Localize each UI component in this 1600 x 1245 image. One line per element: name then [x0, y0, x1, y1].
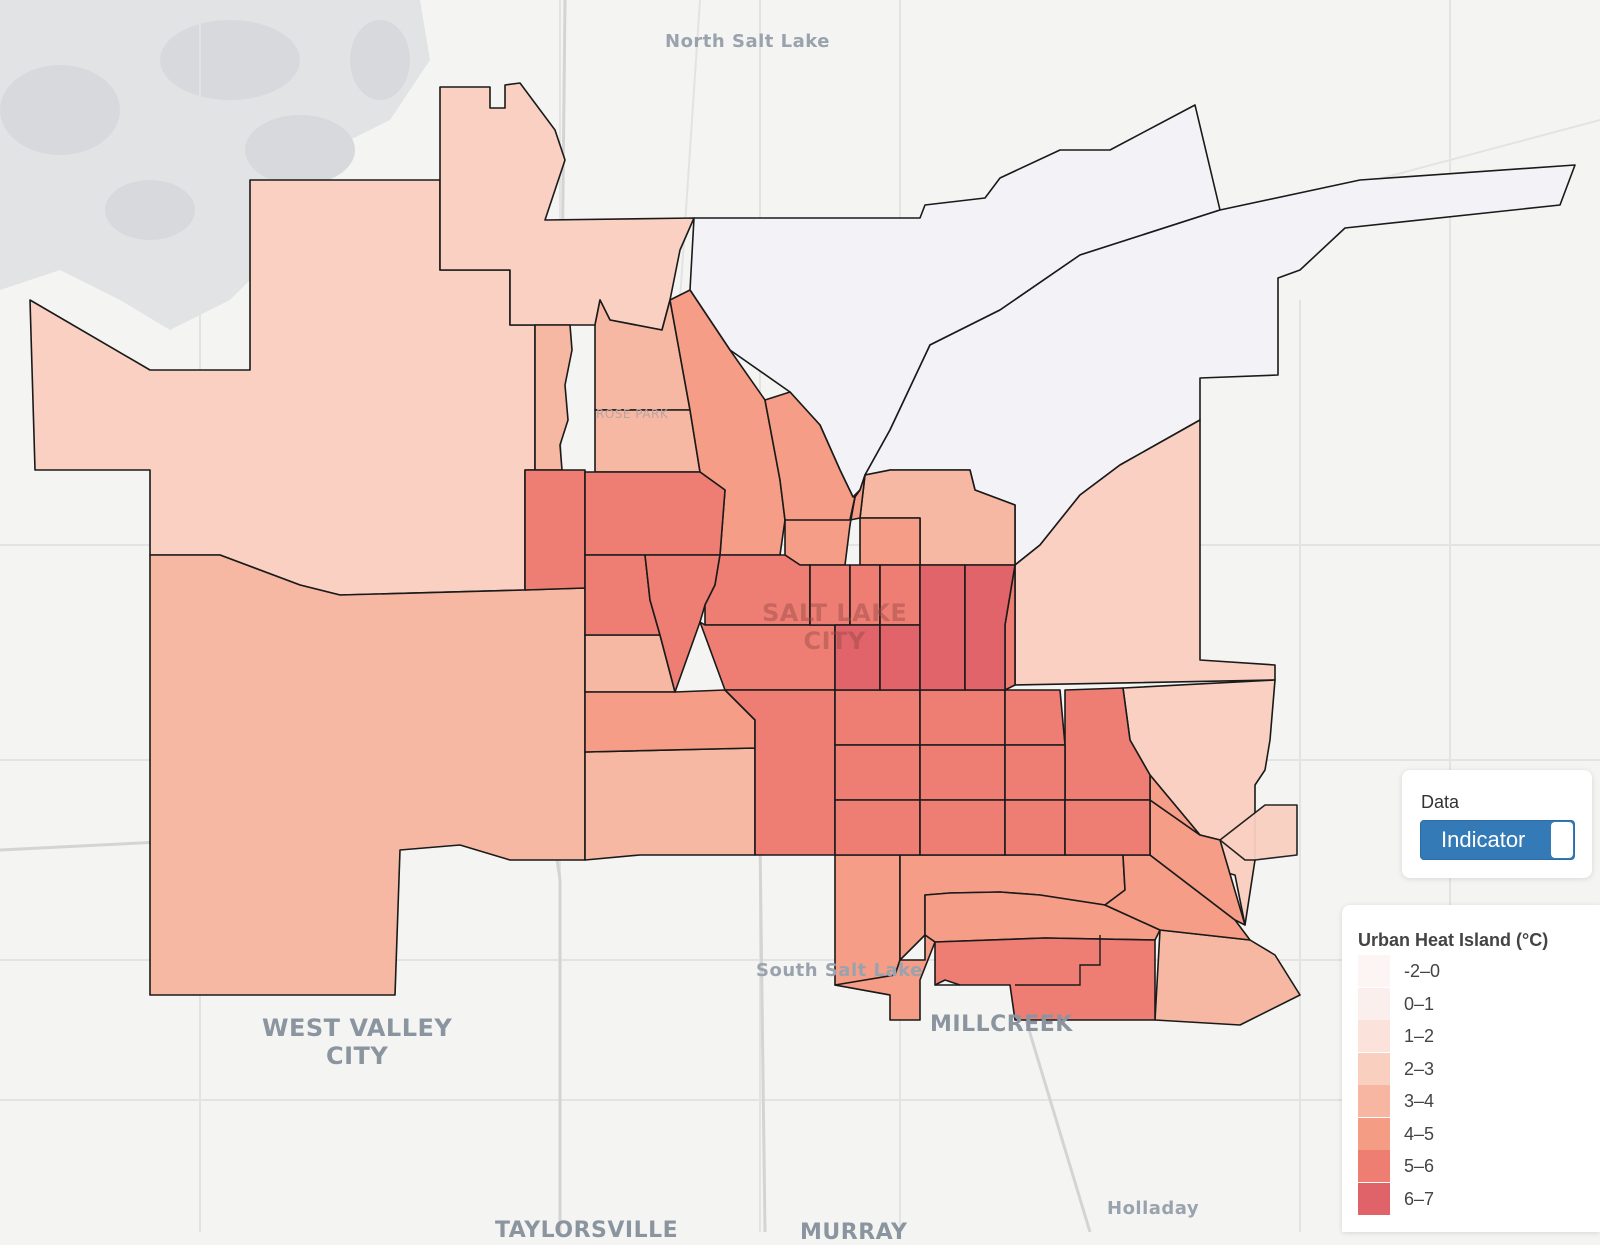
place-west-valley-line2: CITY: [325, 1041, 389, 1070]
legend-item: 0–1: [1358, 987, 1558, 1020]
legend-label: 4–5: [1404, 1123, 1435, 1144]
tract-central-9th: [919, 689, 1006, 746]
tract-liberty-ne: [1004, 799, 1066, 856]
legend-swatch: [1358, 1020, 1390, 1052]
legend-item: 6–7: [1358, 1182, 1558, 1215]
tract-central-city-d: [964, 564, 1016, 691]
tract-north-industrial: [439, 82, 695, 331]
tract-boundaries-extra: [935, 935, 1101, 986]
tract-central-city-c: [919, 564, 966, 691]
legend-swatch: [1358, 955, 1390, 987]
legend-item: 5–6: [1358, 1150, 1558, 1182]
tract-jordan-meadows: [524, 469, 586, 591]
legend-label: 1–2: [1404, 1026, 1435, 1046]
legend-label: 5–6: [1404, 1156, 1435, 1176]
legend-label: -2–0: [1404, 961, 1441, 981]
tract-9th-9th-n: [919, 744, 1006, 801]
tract-9th-9th-e: [1004, 744, 1066, 801]
place-murray: MURRAY: [800, 1220, 908, 1245]
place-rose-park: ROSE PARK: [596, 407, 669, 421]
tract-fairpark-west: [584, 689, 756, 753]
place-salt-lake-city-line1: SALT LAKE: [762, 599, 908, 627]
legend-swatch: [1358, 1117, 1390, 1150]
legend-swatch: [1358, 1182, 1390, 1215]
legend-label: 3–4: [1404, 1091, 1435, 1111]
tract-rose-park-south: [584, 471, 726, 556]
toggle-knob[interactable]: [1551, 822, 1573, 858]
tract-central-city-s: [834, 689, 921, 746]
legend-item: 1–2: [1358, 1020, 1558, 1052]
data-control-panel: Data Indicator: [1402, 770, 1592, 878]
tract-glendale-south: [584, 747, 756, 861]
tract-layer: [29, 82, 1576, 1026]
tract-ballpark-s: [834, 744, 921, 801]
data-control-title: Data: [1421, 792, 1460, 812]
place-north-salt-lake: North Salt Lake: [665, 31, 830, 52]
indicator-toggle-label: Indicator: [1441, 827, 1526, 852]
place-millcreek: MILLCREEK: [930, 1012, 1073, 1037]
tract-ballpark-s2: [834, 799, 921, 856]
tract-downtown-ne: [859, 517, 921, 566]
legend-item: 3–4: [1358, 1085, 1558, 1117]
place-salt-lake-city-line2: CITY: [803, 626, 866, 655]
legend-label: 2–3: [1404, 1058, 1435, 1079]
legend-title: Urban Heat Island (°C): [1358, 930, 1549, 950]
marsh-areas: [0, 0, 430, 330]
tract-wasatch-hollow: [1064, 799, 1151, 856]
legend-swatch: [1358, 987, 1390, 1020]
place-taylorsville: TAYLORSVILLE: [495, 1218, 679, 1243]
legend-swatch: [1358, 1085, 1390, 1117]
place-west-valley-line1: WEST VALLEY: [262, 1014, 453, 1042]
place-west-valley-city: WEST VALLEY CITY: [262, 1014, 453, 1070]
legend-item: -2–0: [1358, 955, 1558, 987]
tract-east-hollow: [1219, 804, 1298, 861]
tract-marmalade-west: [669, 289, 786, 556]
tract-west-central: [724, 689, 836, 856]
indicator-toggle[interactable]: Indicator: [1420, 820, 1575, 860]
legend-label: 6–7: [1404, 1188, 1435, 1209]
legend: Urban Heat Island (°C) -2–0 0–1 1–2 2–3 3–4 4…: [1342, 905, 1600, 1232]
legend-item: 4–5: [1358, 1117, 1558, 1150]
place-holladay: Holladay: [1107, 1198, 1200, 1219]
legend-swatch: [1358, 1052, 1390, 1085]
place-south-salt-lake: South Salt Lake: [756, 960, 923, 981]
place-salt-lake-city: SALT LAKE CITY: [762, 599, 908, 655]
tract-liberty-n: [919, 799, 1006, 856]
legend-swatch: [1358, 1150, 1390, 1182]
tract-central-east: [1004, 689, 1066, 746]
legend-label: 0–1: [1404, 993, 1435, 1014]
legend-item: 2–3: [1358, 1052, 1558, 1085]
